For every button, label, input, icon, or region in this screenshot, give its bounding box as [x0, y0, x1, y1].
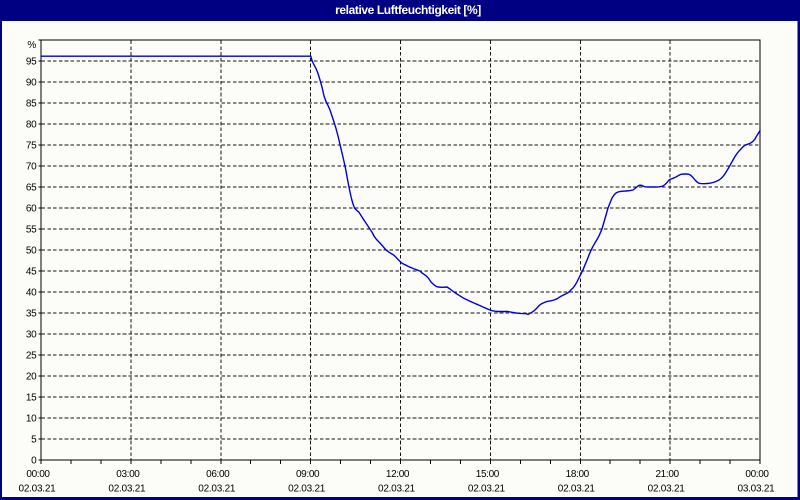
svg-text:03.03.21: 03.03.21 — [738, 484, 776, 495]
svg-text:85: 85 — [26, 99, 37, 110]
svg-text:95: 95 — [26, 57, 37, 68]
svg-text:02.03.21: 02.03.21 — [19, 484, 57, 495]
svg-text:02.03.21: 02.03.21 — [378, 484, 416, 495]
svg-text:21:00: 21:00 — [655, 469, 679, 480]
svg-text:02.03.21: 02.03.21 — [198, 484, 236, 495]
svg-text:02.03.21: 02.03.21 — [648, 484, 686, 495]
svg-text:00:00: 00:00 — [745, 469, 769, 480]
svg-text:18:00: 18:00 — [566, 469, 590, 480]
svg-text:%: % — [27, 40, 36, 51]
svg-text:50: 50 — [26, 246, 37, 257]
svg-text:02.03.21: 02.03.21 — [288, 484, 326, 495]
svg-text:75: 75 — [26, 141, 37, 152]
svg-text:10: 10 — [26, 414, 37, 425]
svg-text:00:00: 00:00 — [26, 469, 50, 480]
svg-text:45: 45 — [26, 267, 37, 278]
svg-text:40: 40 — [26, 288, 37, 299]
svg-text:02.03.21: 02.03.21 — [468, 484, 506, 495]
svg-text:25: 25 — [26, 351, 37, 362]
svg-text:80: 80 — [26, 120, 37, 131]
svg-text:0: 0 — [31, 456, 37, 467]
svg-text:09:00: 09:00 — [296, 469, 320, 480]
svg-text:12:00: 12:00 — [386, 469, 410, 480]
svg-text:02.03.21: 02.03.21 — [108, 484, 146, 495]
svg-text:65: 65 — [26, 183, 37, 194]
svg-text:20: 20 — [26, 372, 37, 383]
svg-text:relative Luftfeuchtigkeit [%]: relative Luftfeuchtigkeit [%] — [335, 3, 481, 17]
svg-text:70: 70 — [26, 162, 37, 173]
svg-text:03:00: 03:00 — [116, 469, 140, 480]
svg-text:06:00: 06:00 — [206, 469, 230, 480]
svg-text:02.03.21: 02.03.21 — [558, 484, 596, 495]
svg-text:90: 90 — [26, 78, 37, 89]
svg-text:30: 30 — [26, 330, 37, 341]
svg-text:55: 55 — [26, 225, 37, 236]
svg-text:5: 5 — [31, 435, 37, 446]
svg-text:60: 60 — [26, 204, 37, 215]
svg-text:15: 15 — [26, 393, 37, 404]
svg-text:35: 35 — [26, 309, 37, 320]
svg-text:15:00: 15:00 — [476, 469, 500, 480]
